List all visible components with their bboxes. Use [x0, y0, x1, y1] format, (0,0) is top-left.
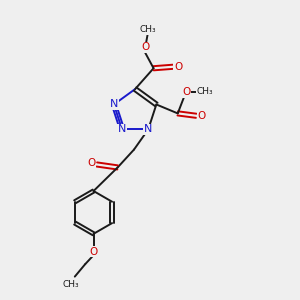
Text: O: O — [174, 62, 182, 72]
Text: CH₃: CH₃ — [197, 88, 213, 97]
Text: N: N — [144, 124, 152, 134]
Text: O: O — [182, 87, 190, 97]
Text: O: O — [87, 158, 96, 168]
Text: N: N — [110, 100, 118, 110]
Text: CH₃: CH₃ — [62, 280, 79, 289]
Text: O: O — [89, 247, 98, 257]
Text: N: N — [118, 124, 126, 134]
Text: O: O — [141, 43, 149, 52]
Text: O: O — [197, 111, 206, 121]
Text: CH₃: CH₃ — [139, 25, 156, 34]
